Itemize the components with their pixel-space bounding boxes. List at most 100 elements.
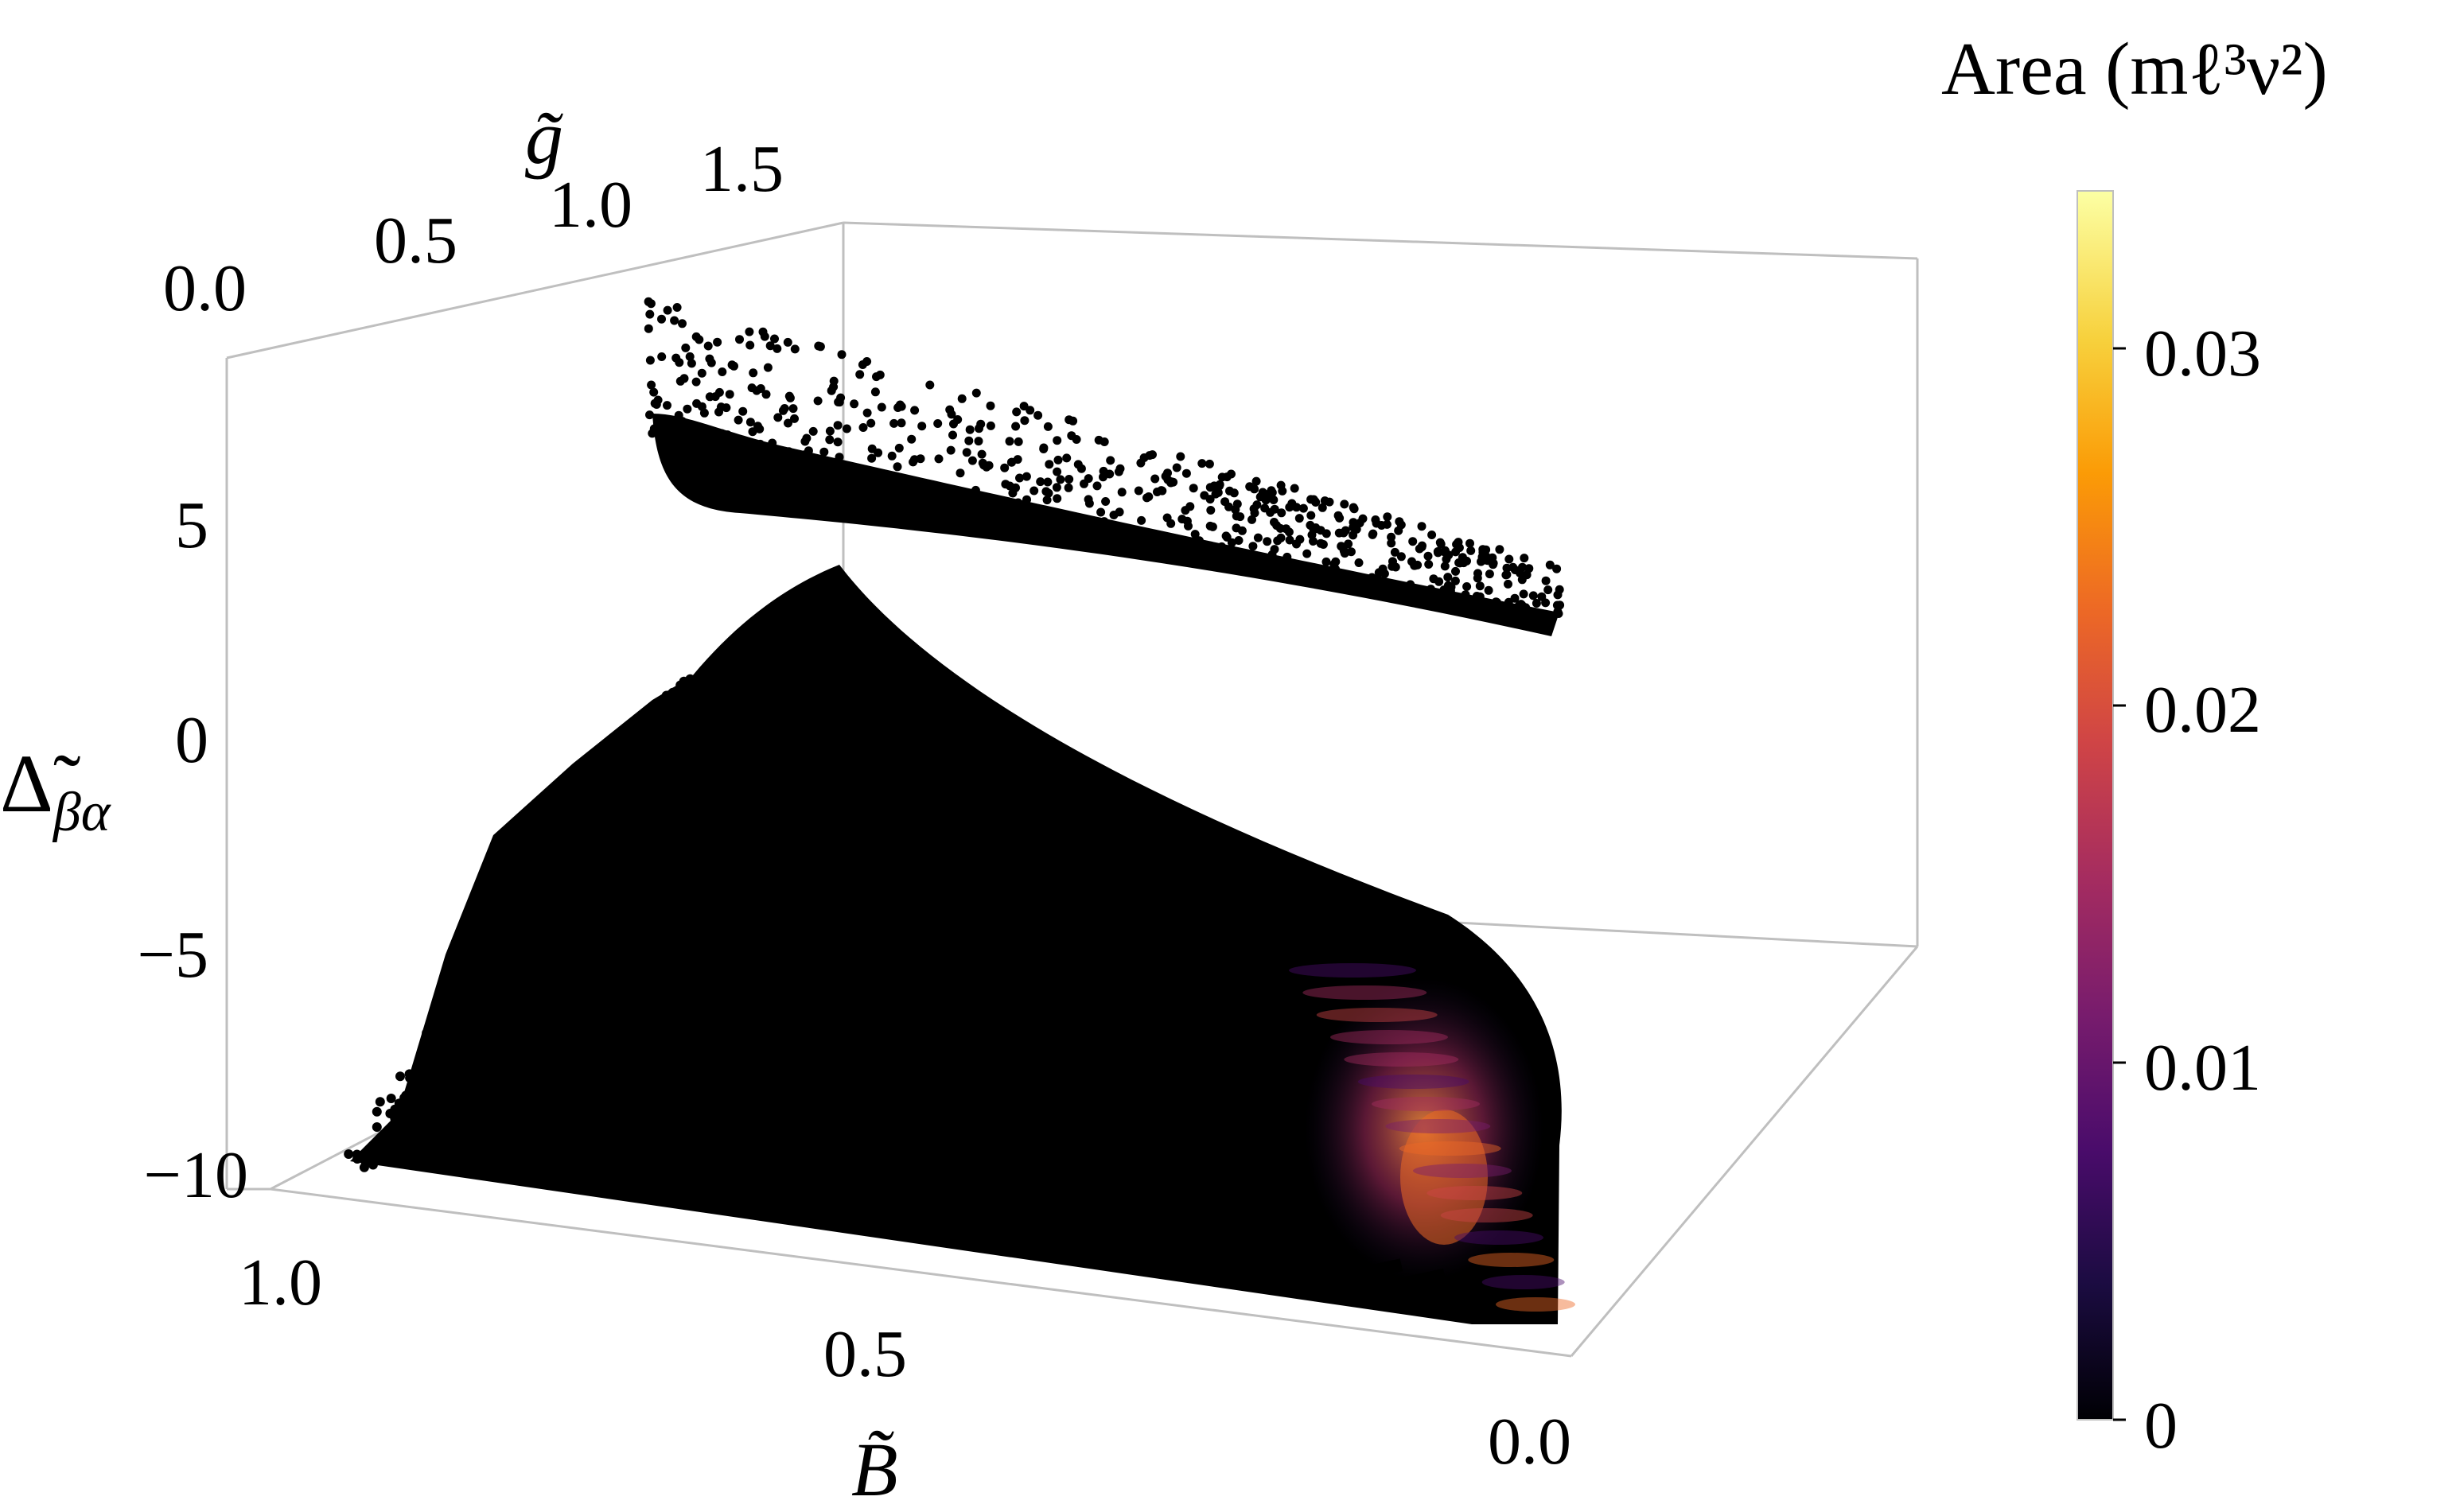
scatter-point [629,778,640,788]
scatter-point [1015,473,1024,483]
scatter-point [893,462,902,472]
scatter-point [804,446,813,456]
scatter-point [1014,498,1023,507]
scatter-point [1206,506,1216,515]
b-tick-0: 1.0 [239,1246,322,1320]
scatter-point [862,466,871,476]
scatter-point [1100,517,1109,527]
scatter-point [887,451,897,461]
scatter-point [1554,609,1563,618]
scatter-point [716,762,726,772]
scatter-point [473,977,484,987]
scatter-point [1020,416,1029,426]
scatter-point [734,415,743,425]
scatter-point [813,396,823,406]
scatter-point [1545,560,1555,569]
scatter-point [496,1030,507,1040]
scatter-point [504,959,514,969]
scatter-point [424,1067,434,1077]
scatter-point [512,1027,522,1037]
scatter-point [1232,523,1241,533]
scatter-point [825,426,835,436]
scatter-point [449,1156,459,1167]
scatter-point [1213,488,1223,497]
scatter-point [515,946,525,956]
scatter-point [1150,474,1160,484]
scatter-point [1172,463,1181,472]
scatter-point [426,1100,436,1110]
scatter-point [760,332,769,341]
scatter-point [573,842,583,852]
scatter-point [723,775,733,784]
scatter-point [1094,435,1103,445]
scatter-point [442,1033,452,1044]
sheet-streak [1317,1258,1403,1289]
scatter-point [682,713,692,724]
scatter-point [476,1080,486,1090]
scatter-point [584,973,594,983]
scatter-point [641,834,652,844]
scatter-point [1220,497,1230,507]
scatter-point [1454,558,1464,567]
scatter-point [679,806,689,816]
scatter-point [1451,547,1461,557]
scatter-point [404,1151,415,1161]
sheet-streak [779,1149,928,1194]
scatter-point [584,826,594,836]
scatter-point [1029,486,1039,496]
scatter-point [1001,480,1010,489]
scatter-point [1287,499,1297,508]
scatter-point [587,916,597,926]
scatter-point [1022,495,1031,504]
scatter-point [1053,436,1062,445]
scatter-point [800,437,810,446]
scatter-point [501,1044,512,1054]
scatter-point [1349,518,1358,527]
scatter-point [531,959,541,970]
scatter-point [827,386,836,395]
scatter-point [742,758,753,768]
scatter-point [1528,591,1538,601]
delta-tick-0: 5 [175,488,208,562]
scatter-point [605,841,616,851]
scatter-point [694,433,703,442]
scatter-point [539,1035,549,1045]
scatter-point [1099,472,1107,482]
scatter-point [1435,538,1445,547]
scatter-point [1378,564,1388,573]
scatter-point [1167,477,1176,487]
scatter-point [593,855,602,865]
scatter-point [1163,468,1172,478]
scatter-point [713,337,722,347]
scatter-point [671,846,681,857]
scatter-point [1383,512,1392,522]
scatter-point [1253,533,1263,542]
scatter-point [1450,576,1460,585]
scatter-point [819,447,829,457]
colorbar: Area (mℓ³ν²) 0 0.01 0.02 0.03 [1941,28,2328,1463]
scatter-point [699,787,710,798]
scatter-point [500,1020,510,1030]
scatter-point [579,930,590,940]
scatter-point [1276,533,1286,542]
scatter-point [678,319,687,328]
scatter-point [1197,459,1207,468]
scatter-point [1285,535,1294,545]
scatter-point [1367,573,1376,582]
scatter-point [621,933,631,943]
scatter-point [778,683,788,694]
scatter-point [1263,537,1272,546]
scatter-point [372,1122,382,1132]
scatter-point [1076,464,1086,473]
scatter-point [623,893,633,904]
scatter-point [721,431,730,441]
scatter-point [1461,590,1470,600]
scatter-point [1067,431,1076,441]
scatter-point [691,799,702,809]
scatter-point [668,867,678,877]
scatter-point [897,402,906,411]
scatter-point [540,990,551,1001]
scatter-point [488,967,499,977]
scattered-points [344,297,1565,1174]
scatter-point [1042,496,1052,505]
